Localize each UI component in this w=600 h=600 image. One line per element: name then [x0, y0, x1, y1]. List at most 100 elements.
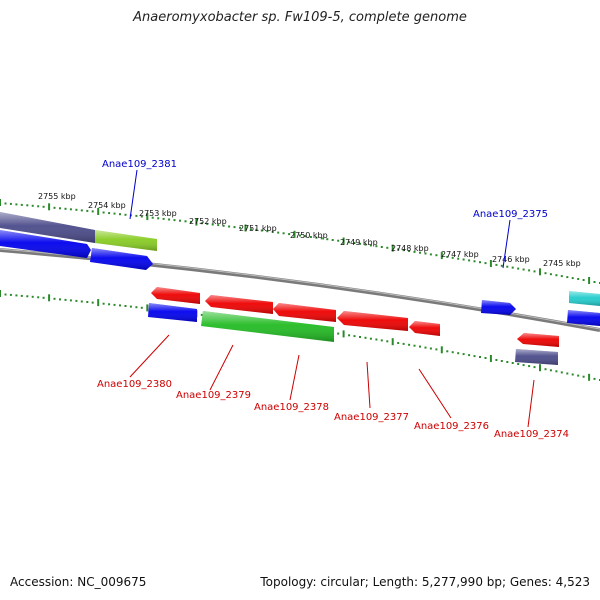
scale-minor-tick: [9, 293, 12, 296]
scale-minor-tick: [271, 230, 274, 233]
scale-major-tick: [97, 208, 100, 215]
scale-minor-tick: [468, 354, 471, 357]
callout-line: [129, 169, 138, 220]
scale-minor-tick: [424, 252, 427, 255]
gene-label[interactable]: Anae109_2378: [254, 402, 329, 413]
scale-minor-tick: [435, 348, 438, 351]
scale-major-tick: [48, 203, 51, 211]
scale-minor-tick: [119, 304, 121, 307]
scale-minor-tick: [555, 370, 558, 373]
scale-minor-tick: [15, 203, 18, 206]
scale-minor-tick: [162, 217, 165, 220]
scale-minor-tick: [506, 361, 509, 363]
scale-minor-tick: [359, 336, 361, 338]
scale-minor-tick: [102, 302, 105, 305]
scale-major-tick: [588, 373, 591, 381]
scale-minor-tick: [315, 236, 318, 239]
scale-minor-tick: [386, 340, 389, 343]
gene-feature-shade: [567, 310, 600, 326]
scale-minor-tick: [364, 336, 367, 339]
scale-minor-tick: [211, 223, 214, 226]
tick-label: 2750 kbp: [290, 231, 328, 240]
scale-minor-tick: [495, 263, 498, 266]
scale-minor-tick: [299, 234, 301, 237]
page-title: Anaeromyxobacter sp. Fw109-5, complete g…: [133, 10, 467, 25]
scale-minor-tick: [179, 219, 181, 222]
scale-minor-tick: [419, 251, 421, 254]
scale-minor-tick: [517, 363, 520, 365]
scale-minor-tick: [26, 204, 29, 207]
scale-minor-tick: [566, 372, 569, 375]
scale-major-tick: [97, 299, 100, 307]
scale-minor-tick: [369, 337, 372, 340]
scale-minor-tick: [228, 225, 231, 228]
tick-label: 2755 kbp: [38, 192, 76, 201]
scale-minor-tick: [222, 224, 225, 227]
scale-minor-tick: [108, 212, 111, 215]
scale-minor-tick: [31, 204, 34, 207]
gene-label[interactable]: Anae109_2374: [494, 429, 569, 440]
scale-minor-tick: [282, 232, 285, 235]
scale-minor-tick: [402, 342, 405, 345]
gene-callouts: [129, 169, 535, 428]
tick-label: 2749 kbp: [340, 238, 378, 247]
scale-minor-tick: [457, 352, 460, 355]
scale-minor-tick: [4, 293, 7, 296]
scale-minor-tick: [91, 301, 94, 304]
gene-feature-shade: [201, 311, 334, 342]
gene-label[interactable]: Anae109_2376: [414, 421, 489, 432]
scale-minor-tick: [266, 230, 269, 233]
scale-minor-tick: [380, 246, 383, 248]
scale-minor-tick: [593, 377, 596, 380]
scale-major-tick: [146, 213, 149, 221]
scale-minor-tick: [353, 242, 356, 244]
scale-minor-tick: [522, 364, 525, 367]
scale-minor-tick: [408, 250, 411, 252]
tick-label: 2754 kbp: [88, 201, 126, 210]
scale-minor-tick: [113, 212, 116, 215]
scale-minor-tick: [429, 347, 432, 350]
tick-label: 2746 kbp: [492, 255, 530, 264]
scale-minor-tick: [80, 300, 83, 303]
gene-feature-shade: [0, 212, 95, 243]
scale-major-tick: [391, 244, 394, 252]
scale-minor-tick: [511, 266, 514, 269]
scale-major-tick: [195, 218, 198, 226]
scale-minor-tick: [42, 205, 45, 208]
scale-minor-tick: [413, 344, 416, 347]
scale-minor-tick: [380, 339, 383, 342]
scale-minor-tick: [217, 224, 220, 227]
scale-minor-tick: [462, 258, 465, 261]
tick-label: 2753 kbp: [139, 209, 177, 218]
scale-minor-tick: [157, 217, 160, 220]
scale-minor-tick: [517, 267, 520, 270]
scale-minor-tick: [544, 272, 547, 275]
gene-feature-shade: [0, 230, 91, 258]
gene-label[interactable]: Anae109_2381: [102, 159, 177, 170]
gene-label[interactable]: Anae109_2377: [334, 412, 409, 423]
scale-minor-tick: [189, 220, 192, 223]
scale-minor-tick: [544, 368, 547, 371]
scale-minor-tick: [473, 260, 476, 263]
scale-minor-tick: [408, 343, 411, 346]
gene-feature-shade: [517, 333, 559, 347]
scale-minor-tick: [288, 233, 291, 236]
gene-label[interactable]: Anae109_2380: [97, 379, 172, 390]
scale-minor-tick: [184, 220, 187, 223]
scale-minor-tick: [255, 228, 258, 231]
callout-line: [209, 344, 234, 391]
scale-minor-tick: [446, 350, 449, 353]
scale-major-tick: [244, 224, 247, 232]
scale-minor-tick: [124, 305, 127, 307]
scale-minor-tick: [462, 353, 465, 356]
scale-minor-tick: [277, 231, 280, 234]
scale-minor-tick: [468, 259, 471, 262]
gene-label[interactable]: Anae109_2375: [473, 209, 548, 220]
genome-summary: Topology: circular; Length: 5,277,990 bp…: [260, 575, 590, 589]
scale-minor-tick: [375, 245, 378, 248]
genome-backbone: [0, 248, 600, 332]
gene-feature-shade: [409, 321, 440, 336]
gene-label[interactable]: Anae109_2379: [176, 390, 251, 401]
scale-minor-tick: [451, 351, 454, 354]
